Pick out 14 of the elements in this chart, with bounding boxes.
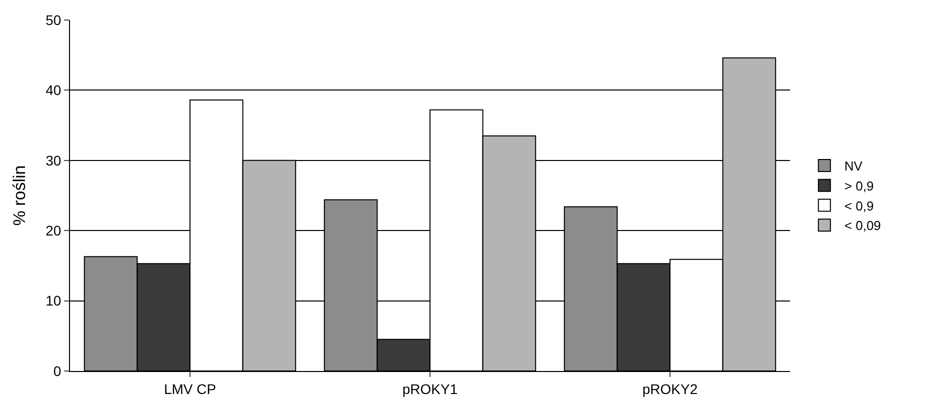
legend-label: NV <box>844 158 863 174</box>
legend-label: > 0,9 <box>844 178 874 194</box>
y-tick-label: 30 <box>46 152 62 168</box>
legend-label: < 0,09 <box>844 218 881 234</box>
y-tick-label: 0 <box>53 362 62 379</box>
y-tick-label: 50 <box>46 12 62 28</box>
x-tick-label: pROKY1 <box>402 380 458 397</box>
legend-label: < 0,9 <box>844 198 874 214</box>
y-tick-label: 10 <box>46 292 62 309</box>
x-tick-label: LMV CP <box>164 380 216 397</box>
y-axis-title: % roślin <box>10 165 30 226</box>
x-tick-label: pROKY2 <box>642 380 698 397</box>
y-tick-label: 20 <box>46 222 62 238</box>
y-tick-label: 40 <box>46 82 62 98</box>
